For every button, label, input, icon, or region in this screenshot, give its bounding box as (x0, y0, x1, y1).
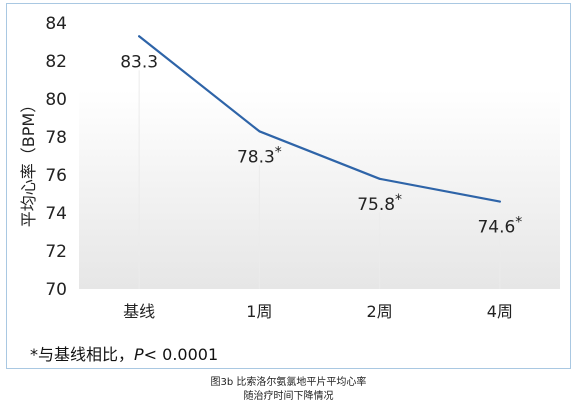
data-point (258, 130, 261, 133)
y-axis-label: 平均心率（BPM） (19, 97, 38, 227)
footnote: *与基线相比，P< 0.0001 (30, 341, 218, 365)
y-tick-label: 82 (45, 52, 67, 72)
y-tick-label: 80 (45, 90, 67, 110)
data-point (498, 200, 501, 203)
data-point (138, 35, 141, 38)
footnote-rest: < 0.0001 (143, 345, 219, 364)
x-axis-ticks: 基线 1周 2周 4周 (123, 302, 513, 321)
series-group (138, 35, 501, 203)
data-label: 75.8* (357, 192, 402, 215)
y-tick-label: 72 (45, 242, 67, 262)
data-label: 83.3 (120, 52, 158, 72)
data-labels: 83.3 78.3* 75.8* 74.6* (120, 52, 522, 237)
y-tick-label: 70 (45, 280, 67, 300)
footnote-prefix: *与基线相比， (30, 345, 135, 364)
footnote-p-symbol: P (134, 345, 144, 364)
y-tick-label: 74 (45, 204, 67, 224)
x-tick-label: 2周 (367, 302, 393, 321)
x-tick-label: 4周 (487, 302, 513, 321)
y-tick-label: 76 (45, 166, 67, 186)
data-label: 78.3* (237, 144, 282, 167)
data-label: 74.6* (477, 215, 522, 238)
caption-line-1: 图3b 比索洛尔氨氯地平片平均心率 (210, 377, 367, 388)
series-line (138, 35, 501, 203)
drop-lines (138, 70, 501, 289)
caption-line-2: 随治疗时间下降情况 (243, 391, 334, 402)
x-tick-label: 1周 (246, 302, 272, 321)
x-tick-label: 基线 (123, 302, 155, 321)
data-point (378, 177, 381, 180)
y-tick-label: 78 (45, 128, 67, 148)
y-axis-ticks: 70 72 74 76 78 80 82 84 (45, 14, 67, 300)
y-tick-label: 84 (45, 14, 67, 34)
